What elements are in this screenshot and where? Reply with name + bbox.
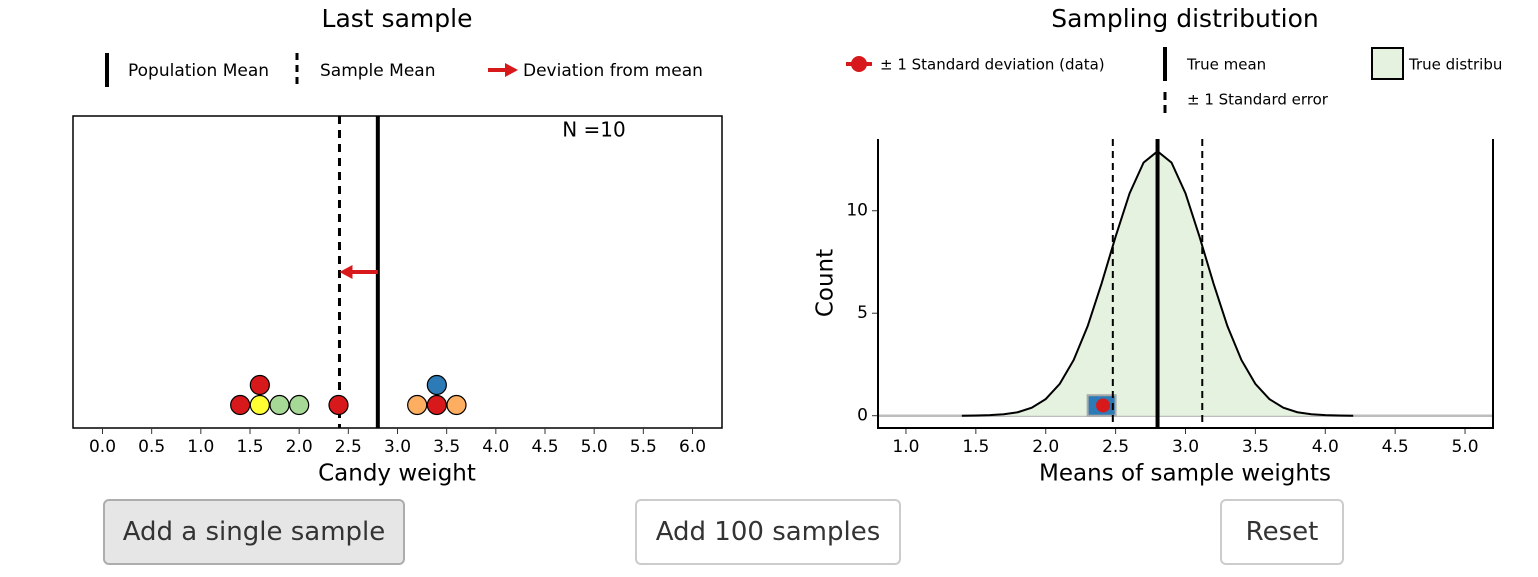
legend-label: True distribu xyxy=(1408,56,1502,74)
data-dot xyxy=(426,394,447,416)
legend-key xyxy=(1371,47,1404,80)
data-dot xyxy=(249,374,270,396)
y-tick-label: 5 xyxy=(857,303,868,323)
data-dot xyxy=(446,394,467,416)
button[interactable]: Add a single sample xyxy=(103,499,405,565)
x-tick-label: 1.5 xyxy=(962,437,989,457)
x-tick-label: 4.0 xyxy=(1312,437,1339,457)
data-dot xyxy=(328,394,349,416)
x-tick-label: 2.0 xyxy=(1032,437,1059,457)
legend-label: ± 1 Standard error xyxy=(1187,91,1329,109)
annotation: N =10 xyxy=(562,118,626,142)
data-dot xyxy=(230,394,251,416)
legend-label: Deviation from mean xyxy=(523,61,703,81)
x-tick-label: 2.5 xyxy=(1102,437,1129,457)
x-tick-label: 1.0 xyxy=(187,437,214,457)
x-tick-label: 5.0 xyxy=(581,437,608,457)
y-axis-title: Count xyxy=(813,249,839,317)
chart-title: Last sample xyxy=(322,4,473,33)
x-tick-label: 6.0 xyxy=(679,437,706,457)
chart-title: Sampling distribution xyxy=(1051,4,1318,33)
y-tick-label: 10 xyxy=(846,201,868,221)
x-tick-label: 4.5 xyxy=(531,437,558,457)
legend-label: True mean xyxy=(1186,56,1266,74)
x-tick-label: 3.5 xyxy=(1242,437,1269,457)
x-axis-title: Means of sample weights xyxy=(1039,461,1331,487)
plot-frame xyxy=(72,115,723,429)
legend-key xyxy=(851,56,867,72)
last-sample-mean xyxy=(1096,398,1111,413)
x-tick-label: 4.5 xyxy=(1382,437,1409,457)
legend-key xyxy=(505,63,518,77)
data-dot xyxy=(289,394,310,416)
x-tick-label: 1.0 xyxy=(892,437,919,457)
button[interactable]: Reset xyxy=(1220,499,1344,565)
x-tick-label: 4.0 xyxy=(482,437,509,457)
x-tick-label: 1.5 xyxy=(236,437,263,457)
x-axis-title: Candy weight xyxy=(318,461,476,487)
legend-label: ± 1 Standard deviation (data) xyxy=(880,56,1105,74)
deviation-arrowhead xyxy=(339,265,353,279)
legend-label: Population Mean xyxy=(128,61,269,81)
x-tick-label: 5.5 xyxy=(630,437,657,457)
x-tick-label: 0.5 xyxy=(138,437,165,457)
y-tick-label: 0 xyxy=(857,406,868,426)
x-tick-label: 2.5 xyxy=(335,437,362,457)
data-dot xyxy=(269,394,290,416)
x-tick-label: 3.0 xyxy=(1172,437,1199,457)
data-dot xyxy=(426,374,447,396)
x-tick-label: 3.0 xyxy=(384,437,411,457)
x-tick-label: 5.0 xyxy=(1452,437,1479,457)
x-tick-label: 3.5 xyxy=(433,437,460,457)
x-tick-label: 0.0 xyxy=(89,437,116,457)
button[interactable]: Add 100 samples xyxy=(635,499,901,565)
data-dot xyxy=(407,394,428,416)
axis-lines xyxy=(877,139,1494,429)
legend-label: Sample Mean xyxy=(320,61,435,81)
data-dot xyxy=(249,394,270,416)
x-tick-label: 2.0 xyxy=(286,437,313,457)
